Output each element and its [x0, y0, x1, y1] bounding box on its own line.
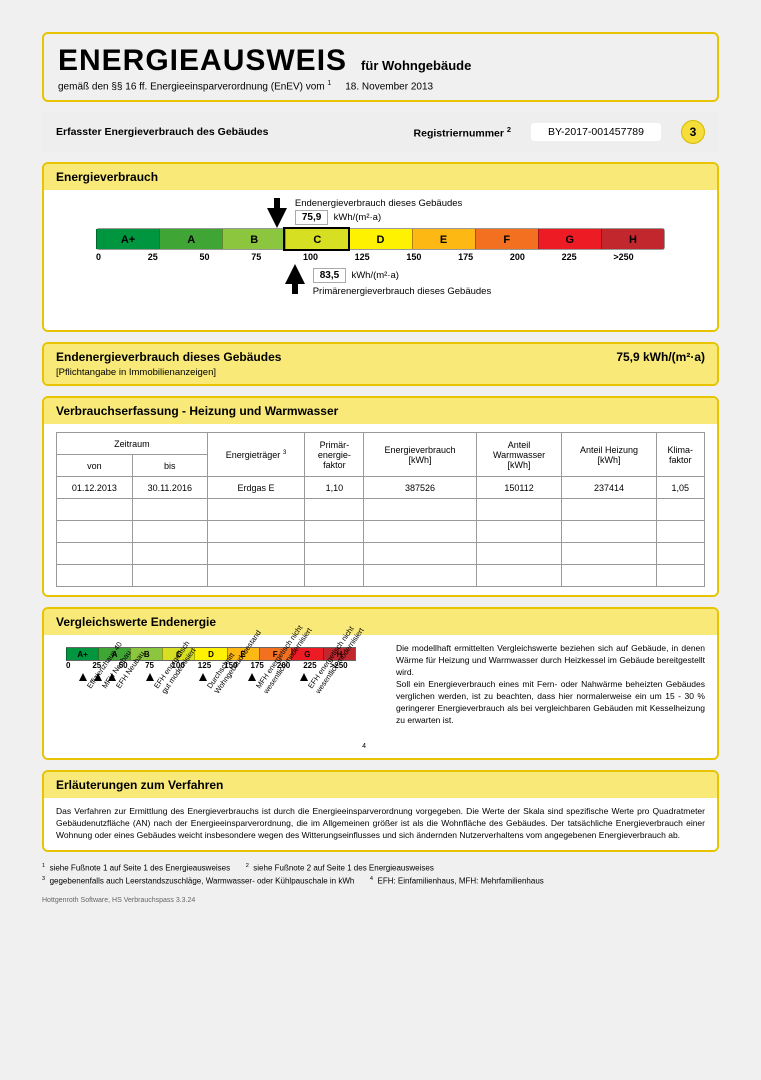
end-energy-title: Endenergieverbrauch dieses Gebäudes [Pfl…: [56, 350, 281, 378]
comparison-marker: [146, 673, 154, 681]
scale-class-F: F: [475, 229, 538, 249]
measurement-section: Verbrauchserfassung - Heizung und Warmwa…: [42, 396, 719, 597]
table-row: 01.12.201330.11.2016Erdgas E1,1038752615…: [57, 477, 705, 499]
footnotes: 1 siehe Fußnote 1 auf Seite 1 des Energi…: [42, 862, 719, 887]
comp-scale-class: D: [194, 648, 226, 660]
explanation-text: Das Verfahren zur Ermittlung des Energie…: [56, 806, 705, 842]
col-carrier: Energieträger 3: [207, 433, 305, 477]
scale-tick: 200: [510, 252, 562, 262]
comparison-marker: [248, 673, 256, 681]
regulation-sup: 1: [327, 80, 331, 87]
measurement-header: Verbrauchserfassung - Heizung und Warmwa…: [44, 398, 717, 424]
col-to: bis: [132, 455, 207, 477]
regulation-date: 18. November 2013: [345, 81, 433, 92]
end-energy-label: Endenergieverbrauch dieses Gebäudes: [295, 198, 462, 209]
scale-tick: 25: [148, 252, 200, 262]
scale-class-E: E: [412, 229, 475, 249]
table-row-empty: [57, 565, 705, 587]
comparison-scale: A+ABCDEFGH 0255075100125150175200225>250…: [56, 643, 376, 750]
consumption-header: Energieverbrauch: [44, 164, 717, 190]
scale-tick: 225: [562, 252, 614, 262]
table-row-empty: [57, 499, 705, 521]
comparison-marker: [94, 673, 102, 681]
scale-tick: 75: [251, 252, 303, 262]
scale-class-B: B: [222, 229, 285, 249]
regulation-line: gemäß den §§ 16 ff. Energieeinsparverord…: [58, 80, 703, 92]
scale-tick: 100: [303, 252, 355, 262]
col-period: Zeitraum: [57, 433, 208, 455]
scale-tick: 50: [199, 252, 251, 262]
scale-class-A+: A+: [96, 229, 159, 249]
col-consumption: Energieverbrauch [kWh]: [364, 433, 476, 477]
subtitle: für Wohngebäude: [361, 58, 471, 73]
arrow-down-icon: [267, 208, 287, 228]
arrow-up-icon: [285, 264, 305, 284]
comparison-marker: [300, 673, 308, 681]
main-title: ENERGIEAUSWEIS: [58, 44, 347, 78]
primary-energy-value: 83,5 kWh/(m²·a): [313, 270, 399, 281]
table-row-empty: [57, 543, 705, 565]
scale-tick: 150: [406, 252, 458, 262]
comparison-text: Die modellhaft ermittelten Vergleichswer…: [396, 643, 705, 750]
comparison-header: Vergleichswerte Endenergie: [44, 609, 717, 635]
col-heating: Anteil Heizung [kWh]: [562, 433, 656, 477]
explanation-header: Erläuterungen zum Verfahren: [44, 772, 717, 798]
scale-tick: 0: [96, 252, 148, 262]
col-primary-factor: Primär- energie- faktor: [305, 433, 364, 477]
comparison-marker: [199, 673, 207, 681]
scale-class-H: H: [601, 229, 664, 249]
scale-class-D: D: [348, 229, 411, 249]
document-header: ENERGIEAUSWEIS für Wohngebäude gemäß den…: [42, 32, 719, 102]
primary-energy-label: Primärenergieverbrauch dieses Gebäudes: [313, 286, 492, 297]
scale-tick: 175: [458, 252, 510, 262]
col-climate: Klima- faktor: [656, 433, 704, 477]
comparison-marker: [79, 673, 87, 681]
software-line: Hottgenroth Software, HS Verbrauchspass …: [42, 897, 719, 904]
comp-scale-class: A+: [66, 648, 98, 660]
scale-class-C: C: [285, 229, 348, 249]
consumption-section: Energieverbrauch Endenergieverbrauch die…: [42, 162, 719, 332]
registration-value: BY-2017-001457789: [531, 123, 661, 141]
comp-scale-tick: 0: [66, 661, 92, 670]
table-row-empty: [57, 521, 705, 543]
measurement-table: Zeitraum Energieträger 3 Primär- energie…: [56, 432, 705, 587]
comparison-marker: [108, 673, 116, 681]
col-from: von: [57, 455, 133, 477]
scale-tick: >250: [613, 252, 665, 262]
scope-label: Erfasster Energieverbrauch des Gebäudes: [56, 126, 268, 138]
col-hot-water: Anteil Warmwasser [kWh]: [476, 433, 562, 477]
registration-label: Registriernummer 2: [414, 125, 511, 140]
end-energy-result: 75,9 kWh/(m²·a): [616, 350, 705, 364]
page-number: 3: [681, 120, 705, 144]
scale-class-G: G: [538, 229, 601, 249]
scale-tick: 125: [355, 252, 407, 262]
meta-row: Erfasster Energieverbrauch des Gebäudes …: [42, 112, 719, 152]
energy-scale: Endenergieverbrauch dieses Gebäudes 75,9…: [56, 198, 705, 322]
end-energy-section: Endenergieverbrauch dieses Gebäudes [Pfl…: [42, 342, 719, 386]
comparison-footnote-ref: 4: [362, 743, 366, 750]
regulation-prefix: gemäß den §§ 16 ff. Energieeinsparverord…: [58, 81, 325, 92]
explanation-section: Erläuterungen zum Verfahren Das Verfahre…: [42, 770, 719, 852]
comparison-section: Vergleichswerte Endenergie A+ABCDEFGH 02…: [42, 607, 719, 760]
scale-class-A: A: [159, 229, 222, 249]
end-energy-value: 75,9 kWh/(m²·a): [295, 212, 381, 223]
